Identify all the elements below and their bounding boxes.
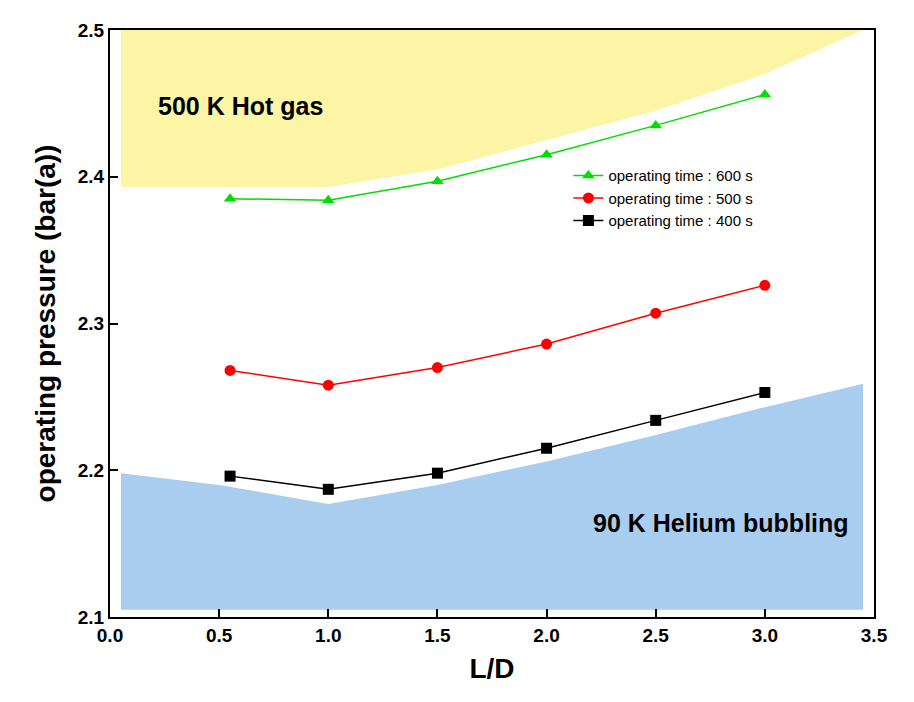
svg-text:500 K Hot gas: 500 K Hot gas <box>158 92 323 120</box>
svg-text:0.0: 0.0 <box>97 625 123 646</box>
svg-text:2.2: 2.2 <box>78 460 104 481</box>
svg-text:operating time : 500 s: operating time : 500 s <box>608 190 752 207</box>
svg-text:operating time : 600 s: operating time : 600 s <box>608 167 752 184</box>
svg-text:2.5: 2.5 <box>642 625 669 646</box>
svg-text:3.5: 3.5 <box>861 625 888 646</box>
svg-text:operating time : 400 s: operating time : 400 s <box>608 212 752 229</box>
svg-text:2.4: 2.4 <box>78 166 105 187</box>
svg-text:0.5: 0.5 <box>206 625 233 646</box>
svg-text:1.5: 1.5 <box>424 625 451 646</box>
svg-text:2.3: 2.3 <box>78 313 104 334</box>
svg-text:2.5: 2.5 <box>78 20 105 41</box>
svg-text:L/D: L/D <box>469 653 514 684</box>
svg-text:90 K Helium bubbling: 90 K Helium bubbling <box>593 509 849 537</box>
svg-text:1.0: 1.0 <box>315 625 341 646</box>
svg-text:operating pressure (bar(a)): operating pressure (bar(a)) <box>30 145 61 503</box>
svg-text:2.0: 2.0 <box>533 625 559 646</box>
svg-text:2.1: 2.1 <box>78 607 105 628</box>
svg-text:3.0: 3.0 <box>752 625 778 646</box>
